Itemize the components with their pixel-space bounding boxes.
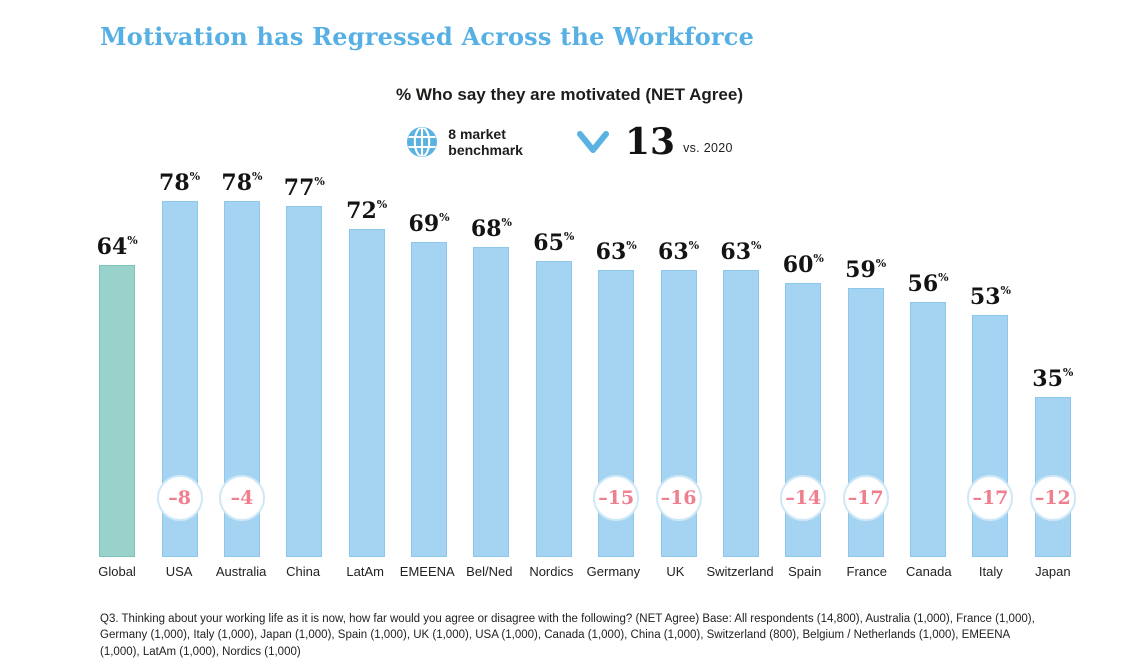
benchmark-label: 8 market benchmark xyxy=(448,126,523,158)
chart-column-latam: 72% xyxy=(336,167,398,557)
change-group: 13 vs. 2020 xyxy=(575,124,733,160)
chart-column-japan: 35% –12 xyxy=(1022,167,1084,557)
axis-label: USA xyxy=(165,564,193,579)
benchmark-label-line2: benchmark xyxy=(448,142,523,158)
bar-value-label: 35% xyxy=(1032,366,1074,393)
chart-column-italy: 53% –17 xyxy=(959,167,1021,557)
chart-column-bel-ned: 68% xyxy=(460,167,522,557)
delta-badge: –12 xyxy=(1029,475,1076,521)
bar xyxy=(722,269,759,557)
change-value: 13 xyxy=(624,121,676,163)
bar-value-label: 72% xyxy=(346,197,388,224)
delta-badge: –14 xyxy=(780,475,827,521)
axis-label: EMEENA xyxy=(399,564,455,579)
chart-column-emeena: 69% xyxy=(398,167,460,557)
bar-value-label: 77% xyxy=(283,174,325,201)
delta-badge: –16 xyxy=(655,475,702,521)
delta-badge: –4 xyxy=(218,475,265,521)
bar-value-label: 59% xyxy=(845,256,887,283)
benchmark-label-line1: 8 market xyxy=(448,125,506,142)
bar-value-label: 63% xyxy=(595,238,637,265)
axis-label: Switzerland xyxy=(706,564,774,579)
chart-column-usa: 78% –8 xyxy=(148,167,210,557)
chart-column-uk: 63% –16 xyxy=(647,167,709,557)
bar-value-label: 78% xyxy=(221,170,263,197)
axis-label: Italy xyxy=(978,564,1003,579)
delta-badge: –15 xyxy=(593,475,640,521)
bar-value-label: 56% xyxy=(907,270,949,297)
chart-column-switzerland: 63% xyxy=(710,167,772,557)
bar-chart: 64% 78% –8 78% –4 77% 72% 69% 68% 65% 63% –15 63% –16… xyxy=(86,167,1084,557)
chart-column-france: 59% –17 xyxy=(835,167,897,557)
benchmark-row: 8 market benchmark 13 vs. 2020 xyxy=(0,120,1139,164)
page-title: Motivation has Regressed Across the Work… xyxy=(100,22,755,51)
chart-column-global: 64% xyxy=(86,167,148,557)
axis-label: Global xyxy=(98,564,136,579)
chart-column-germany: 63% –15 xyxy=(585,167,647,557)
bar xyxy=(348,228,385,557)
axis-label: Australia xyxy=(215,564,267,579)
axis-label: France xyxy=(846,564,887,579)
bar-value-label: 65% xyxy=(533,229,575,256)
bar-value-label: 69% xyxy=(408,211,450,238)
delta-badge: –17 xyxy=(967,475,1014,521)
bar-value-label: 63% xyxy=(720,238,762,265)
bar-value-label: 64% xyxy=(96,234,138,261)
chart-column-australia: 78% –4 xyxy=(211,167,273,557)
bar xyxy=(535,260,572,557)
axis-label: Germany xyxy=(586,564,641,579)
change-vs-label: vs. 2020 xyxy=(683,141,733,155)
chart-column-spain: 60% –14 xyxy=(772,167,834,557)
chart-column-china: 77% xyxy=(273,167,335,557)
axis-label: UK xyxy=(666,564,685,579)
axis-label: Canada xyxy=(906,564,952,579)
chart-title: % Who say they are motivated (NET Agree) xyxy=(395,85,743,104)
bar xyxy=(286,205,323,557)
axis-label: Japan xyxy=(1035,564,1071,579)
delta-badge: –8 xyxy=(156,475,203,521)
bar xyxy=(473,246,510,557)
axis-label: LatAm xyxy=(346,564,384,579)
bar xyxy=(99,265,136,557)
axis-label: Spain xyxy=(788,564,822,579)
axis-label: China xyxy=(286,564,321,579)
axis-labels: Global USA Australia China LatAm EMEENA Bel/Ne… xyxy=(86,564,1084,579)
bar xyxy=(910,301,947,557)
axis-label: Nordics xyxy=(529,564,574,579)
bar-value-label: 78% xyxy=(159,170,201,197)
footnote: Q3. Thinking about your working life as … xyxy=(100,613,1035,658)
bar xyxy=(411,242,448,557)
bar-value-label: 60% xyxy=(782,252,824,279)
benchmark-group: 8 market benchmark xyxy=(406,126,523,158)
chart-column-canada: 56% xyxy=(897,167,959,557)
bar-value-label: 63% xyxy=(658,238,700,265)
chart-column-nordics: 65% xyxy=(523,167,585,557)
bar-value-label: 53% xyxy=(969,284,1011,311)
globe-icon xyxy=(407,127,438,157)
chevron-down-icon xyxy=(576,131,609,153)
bar-value-label: 68% xyxy=(470,215,512,242)
delta-badge: –17 xyxy=(842,475,889,521)
axis-label: Bel/Ned xyxy=(466,564,513,579)
